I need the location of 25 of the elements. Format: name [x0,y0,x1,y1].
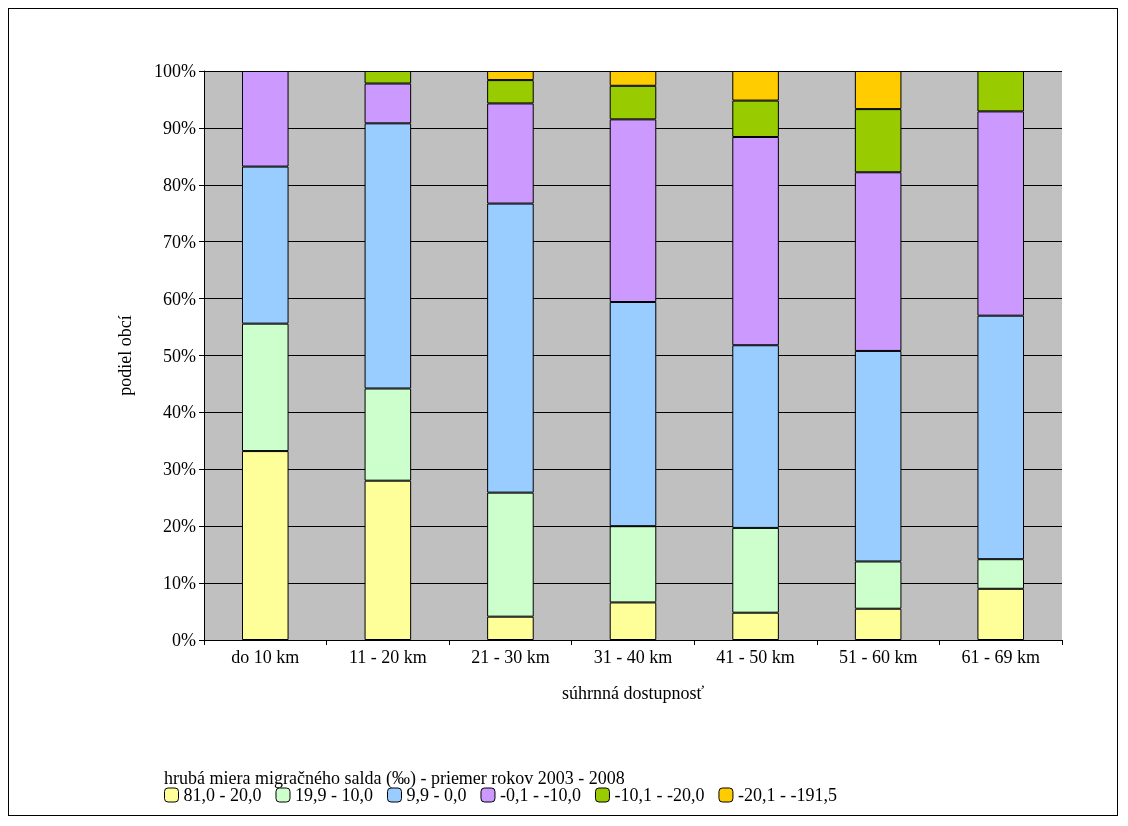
y-tick-label: 30% [163,459,196,480]
y-tick-label: 0% [172,630,196,650]
y-tick-label: 60% [163,288,196,309]
y-tick-label: 90% [163,117,196,138]
y-axis-title: podiel obcí [115,315,135,396]
y-tick-label: 10% [163,573,196,594]
x-tick-label: 31 - 40 km [593,647,673,667]
y-tick-label: 40% [163,402,196,423]
legend-label: 81,0 - 20,0 [183,785,262,805]
x-tick-label: 41 - 50 km [716,647,795,667]
x-tick-label: 61 - 69 km [961,647,1040,667]
x-axis-title: súhrnná dostupnosť [561,683,705,703]
legend-label: 19,9 - 10,0 [294,785,373,805]
x-tick-label: 11 - 20 km [348,647,427,667]
y-tick-label: 50% [163,345,196,366]
x-tick-label: 21 - 30 km [471,647,550,667]
y-tick-label: 80% [163,174,196,195]
legend-label: -20,1 - -191,5 [737,785,837,805]
x-tick-label: do 10 km [231,647,300,667]
y-tick-label: 70% [163,231,196,252]
y-tick-label: 100% [154,61,196,81]
y-tick-label: 20% [163,516,196,537]
legend-label: -10,1 - -20,0 [614,785,705,805]
legend-label: -0,1 - -10,0 [499,785,581,805]
x-tick-label: 51 - 60 km [838,647,918,667]
